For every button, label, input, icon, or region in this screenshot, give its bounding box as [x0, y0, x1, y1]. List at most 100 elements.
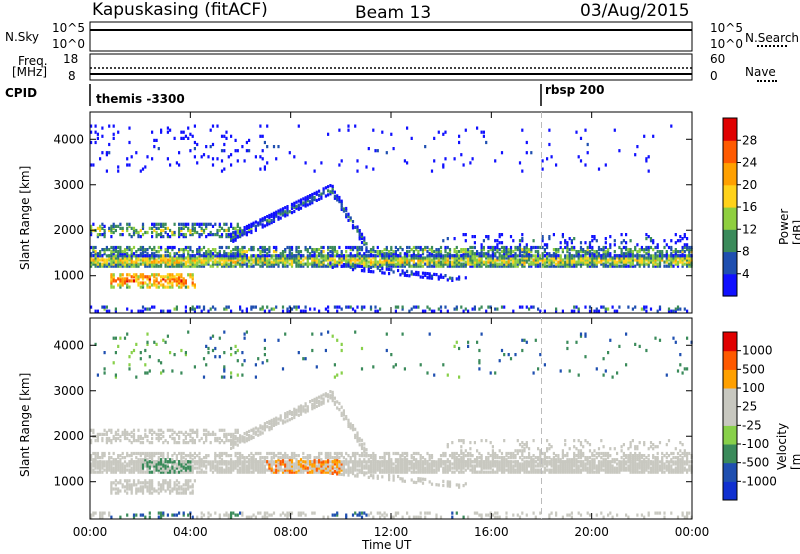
power-echo-cell	[146, 307, 149, 311]
power-echo-cell	[268, 309, 271, 313]
power-echo-cell	[160, 230, 163, 235]
power-echo-cell	[575, 260, 578, 264]
velocity-echo-cell	[254, 363, 257, 367]
power-echo-cell	[471, 307, 474, 311]
power-echo-cell	[500, 254, 504, 258]
power-echo-cell	[234, 245, 237, 250]
velocity-echo-cell	[126, 464, 129, 468]
power-echo-cell	[679, 254, 682, 258]
power-echo-cell	[631, 264, 634, 268]
power-echo-cell	[248, 227, 251, 232]
power-echo-cell	[191, 226, 194, 230]
power-echo-cell	[494, 159, 497, 163]
power-echo-cell	[306, 256, 309, 260]
power-echo-cell	[528, 256, 531, 260]
power-echo-cell	[306, 203, 309, 207]
power-echo-cell	[302, 203, 305, 207]
power-echo-cell	[661, 252, 664, 256]
power-echo-cell	[609, 264, 612, 268]
power-echo-cell	[141, 233, 145, 237]
power-echo-cell	[162, 228, 165, 233]
power-echo-cell	[184, 262, 187, 266]
velocity-echo-cell	[205, 460, 208, 464]
power-echo-cell	[299, 250, 303, 254]
velocity-echo-cell	[196, 470, 199, 474]
velocity-echo-cell	[342, 469, 345, 473]
power-echo-cell	[525, 305, 528, 309]
power-echo-cell	[103, 258, 106, 262]
power-echo-cell	[561, 260, 564, 264]
power-echo-cell	[175, 260, 178, 264]
velocity-echo-cell	[135, 468, 138, 472]
velocity-echo-cell	[223, 428, 226, 432]
power-echo-cell	[428, 262, 431, 266]
velocity-echo-cell	[309, 400, 312, 404]
power-echo-cell	[530, 262, 533, 266]
power-echo-cell	[674, 256, 677, 260]
power-echo-cell	[584, 254, 587, 258]
velocity-echo-cell	[110, 460, 113, 464]
velocity-echo-cell	[114, 375, 117, 379]
power-echo-cell	[205, 258, 208, 262]
velocity-echo-cell	[121, 430, 124, 434]
power-echo-cell	[478, 262, 481, 266]
power-echo-cell	[498, 241, 501, 245]
velocity-echo-cell	[356, 451, 359, 456]
power-echo-cell	[548, 142, 551, 147]
velocity-echo-cell	[144, 432, 147, 436]
power-echo-cell	[284, 210, 287, 214]
power-echo-cell	[491, 260, 494, 264]
power-echo-cell	[602, 254, 605, 258]
power-echo-cell	[182, 281, 185, 285]
power-echo-cell	[141, 305, 145, 309]
power-echo-cell	[313, 254, 316, 258]
power-echo-cell	[130, 264, 133, 268]
power-echo-cell	[110, 262, 113, 266]
power-echo-cell	[182, 233, 185, 237]
power-echo-cell	[403, 271, 406, 275]
power-echo-cell	[686, 243, 689, 247]
power-echo-cell	[406, 245, 409, 250]
power-echo-cell	[135, 228, 138, 233]
velocity-echo-cell	[171, 428, 174, 432]
power-echo-cell	[151, 222, 154, 226]
power-echo-cell	[130, 260, 133, 264]
velocity-echo-cell	[281, 419, 285, 423]
power-echo-cell	[295, 264, 298, 268]
power-echo-cell	[676, 262, 680, 266]
power-echo-cell	[171, 245, 174, 250]
power-echo-cell	[191, 283, 194, 287]
power-echo-cell	[561, 250, 564, 254]
power-echo-cell	[110, 277, 113, 281]
power-echo-cell	[230, 256, 233, 260]
power-echo-cell	[331, 191, 334, 195]
velocity-echo-cell	[94, 458, 97, 462]
velocity-echo-cell	[311, 348, 314, 353]
power-echo-cell	[279, 210, 282, 214]
velocity-echo-cell	[92, 462, 95, 466]
power-echo-cell	[169, 309, 172, 313]
power-echo-cell	[234, 232, 237, 236]
velocity-echo-cell	[130, 491, 133, 495]
power-echo-cell	[223, 258, 226, 262]
power-echo-cell	[288, 245, 291, 250]
power-echo-cell	[638, 248, 641, 252]
power-echo-cell	[191, 250, 194, 254]
power-echo-cell	[541, 264, 544, 268]
power-echo-cell	[629, 258, 632, 262]
velocity-echo-cell	[175, 483, 178, 487]
power-echo-cell	[110, 256, 113, 260]
velocity-echo-cell	[141, 460, 145, 464]
velocity-echo-cell	[263, 353, 266, 357]
power-echo-cell	[146, 285, 149, 289]
power-echo-cell	[439, 254, 443, 258]
velocity-echo-cell	[130, 451, 133, 456]
power-echo-cell	[588, 256, 592, 260]
velocity-echo-cell	[123, 336, 127, 340]
power-echo-cell	[349, 252, 352, 256]
power-echo-cell	[196, 248, 199, 252]
power-echo-cell	[189, 228, 192, 233]
velocity-echo-cell	[182, 487, 185, 491]
power-echo-cell	[182, 283, 185, 287]
power-echo-cell	[322, 250, 325, 254]
